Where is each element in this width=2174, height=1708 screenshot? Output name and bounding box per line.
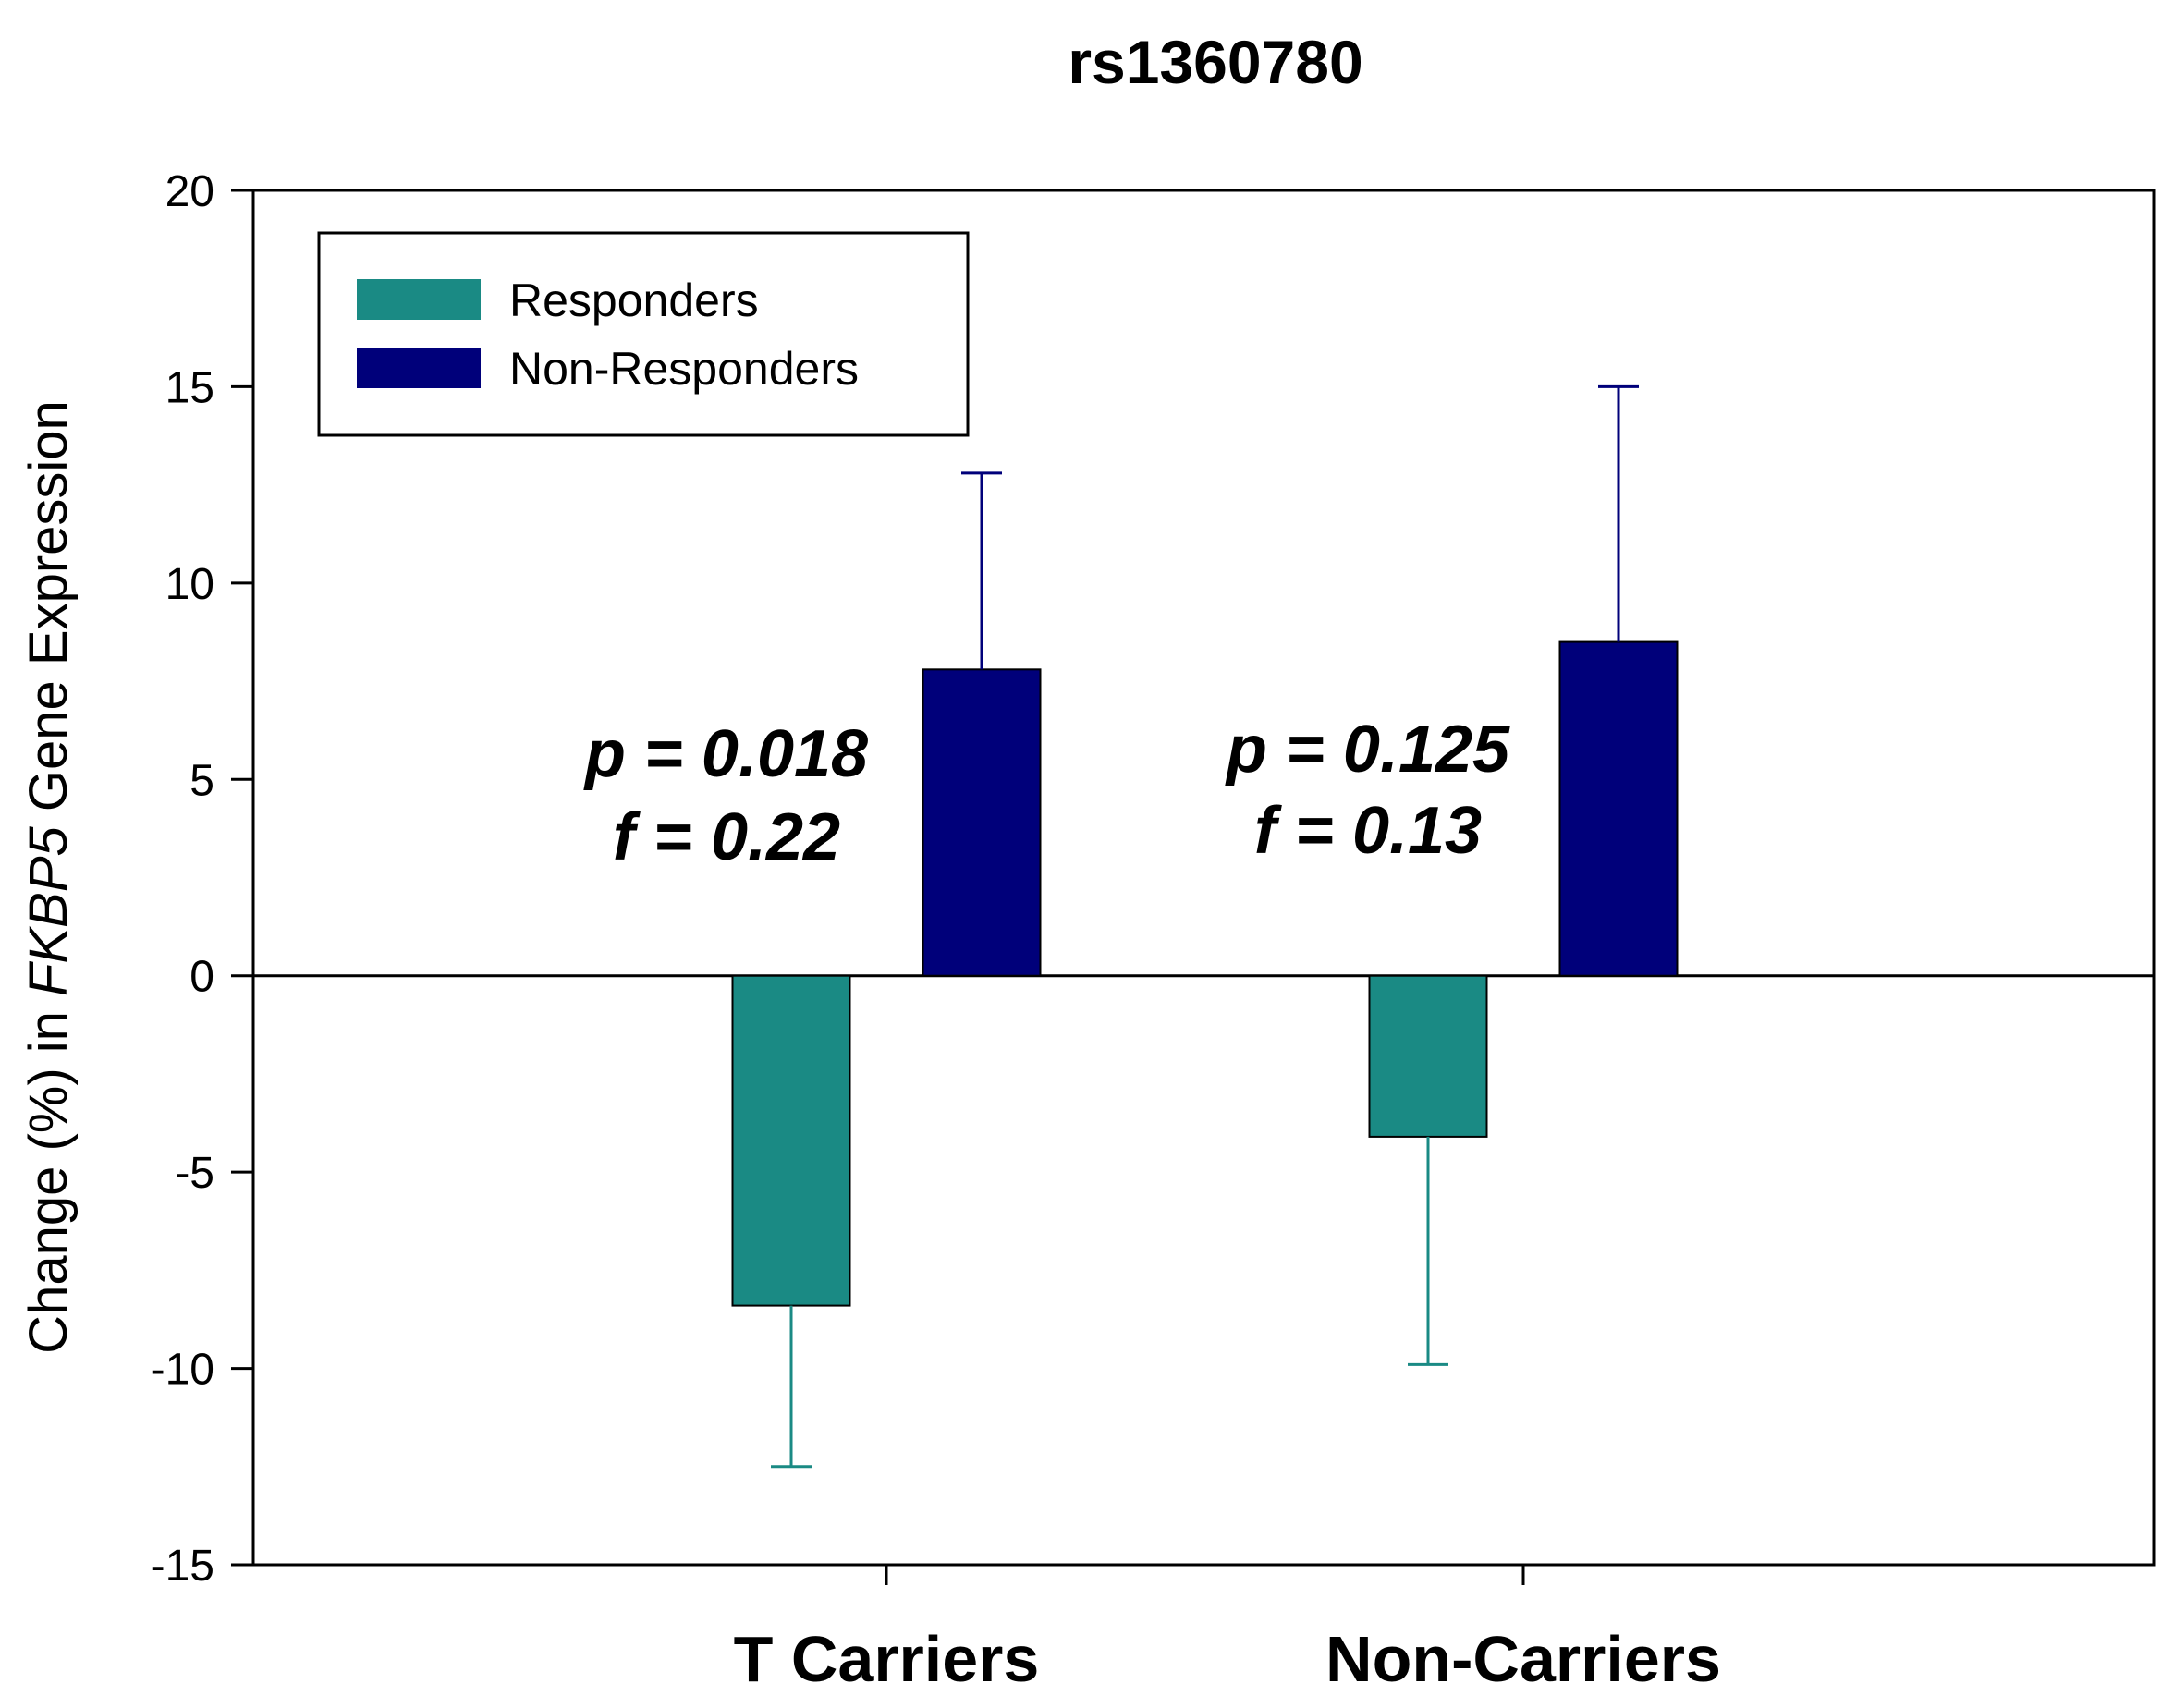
plot-area-frame (251, 189, 2156, 1567)
y-axis-label-prefix: Change (%) in (18, 996, 79, 1354)
stat-annotation-line: p = 0.018 (583, 717, 868, 791)
bars (731, 640, 1679, 1307)
x-axis-ticks: T Carriers Non-Carriers (734, 1565, 1721, 1695)
bar-responders-1 (1368, 974, 1488, 1138)
y-axis-label-italic: FKBP5 (18, 825, 79, 995)
stat-annotation-line: p = 0.125 (1225, 713, 1510, 787)
y-tick-label: -15 (151, 1542, 214, 1591)
y-axis-label-suffix: Gene Expression (18, 400, 79, 826)
stat-annotation-line: f = 0.22 (613, 800, 840, 874)
x-category-label: T Carriers (734, 1623, 1040, 1695)
stat-annotation-line: f = 0.13 (1254, 794, 1482, 868)
bar-non-responders-0 (922, 668, 1042, 977)
y-tick-label: -5 (175, 1149, 214, 1198)
bar-responders-0 (731, 974, 851, 1307)
y-tick-label: 0 (189, 953, 214, 1002)
legend-label-responders: Responders (509, 274, 759, 326)
y-tick-label: 20 (165, 167, 214, 216)
bar-non-responders-1 (1558, 640, 1679, 977)
error-bars (771, 384, 1639, 1469)
legend-box (317, 231, 970, 437)
legend-swatch-non-responders (357, 348, 481, 388)
legend: Responders Non-Responders (317, 231, 970, 437)
y-axis-ticks: 20 15 10 5 0 -5 -10 -15 (151, 167, 253, 1591)
y-tick-label: 5 (189, 756, 214, 805)
legend-swatch-responders (357, 279, 481, 320)
y-tick-label: 15 (165, 363, 214, 412)
chart-title: rs1360780 (1068, 28, 1362, 96)
x-category-label: Non-Carriers (1325, 1623, 1721, 1695)
y-axis-label: Change (%) in FKBP5 Gene Expression (18, 400, 79, 1354)
legend-label-non-responders: Non-Responders (509, 343, 859, 395)
y-tick-label: 10 (165, 560, 214, 609)
y-tick-label: -10 (151, 1346, 214, 1395)
